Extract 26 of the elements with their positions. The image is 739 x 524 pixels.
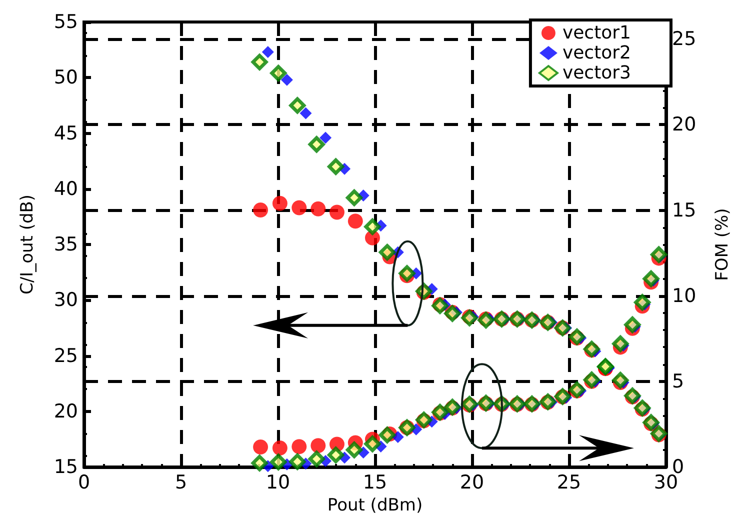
x-axis-title: Pout (dBm) — [327, 495, 423, 516]
y2-tick-label: 10 — [672, 284, 696, 307]
y2-axis-title: FOM (%) — [712, 208, 732, 281]
x-tick-label: 20 — [460, 472, 484, 494]
y-tick-label: 25 — [54, 344, 78, 367]
y-tick-label: 50 — [54, 66, 78, 89]
legend-label: vector1 — [562, 22, 631, 44]
y-axis-title: C/I_out (dB) — [18, 194, 38, 295]
y-tick-label: 20 — [54, 400, 78, 422]
x-tick-label: 0 — [78, 472, 90, 494]
legend-label: vector2 — [562, 42, 631, 64]
y2-tick-label: 15 — [672, 199, 696, 222]
y-tick-label: 45 — [54, 122, 78, 144]
y-tick-label: 30 — [54, 289, 78, 312]
legend-label: vector3 — [562, 62, 631, 84]
y-tick-label: 55 — [54, 11, 78, 33]
x-tick-label: 5 — [174, 472, 188, 494]
y-tick-label: 40 — [54, 178, 78, 200]
y-tick-label: 35 — [54, 234, 78, 256]
y2-tick-label: 25 — [672, 28, 696, 50]
y2-tick-label: 5 — [672, 370, 684, 392]
y2-tick-label: 20 — [672, 114, 696, 136]
y-tick-label: 15 — [54, 456, 78, 478]
x-tick-label: 25 — [556, 472, 582, 494]
x-tick-label: 15 — [362, 472, 388, 494]
x-tick-label: 10 — [266, 472, 290, 494]
